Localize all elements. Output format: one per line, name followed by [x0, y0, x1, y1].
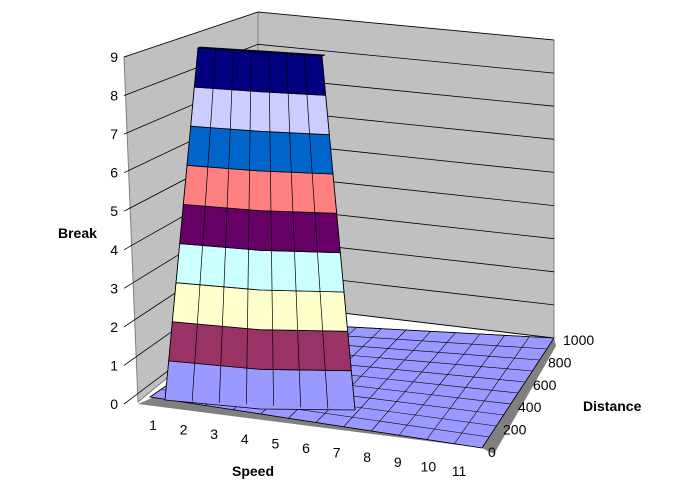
distance-tick-label: 1000	[563, 332, 594, 348]
distance-tick-label: 400	[518, 399, 542, 415]
wall-gridline	[123, 11, 555, 58]
distance-tick-label: 200	[503, 422, 527, 438]
break-tick-label: 6	[110, 165, 118, 181]
speed-axis-ticks: 1 2 3 4 5 6 7 8 9 10 11	[149, 417, 466, 479]
surface-gridline	[191, 49, 217, 402]
speed-tick-label: 4	[241, 431, 249, 447]
floor-gridline	[149, 396, 483, 449]
break-tick-label: 3	[110, 280, 118, 296]
surface-gridline	[218, 50, 234, 403]
speed-tick-label: 6	[302, 440, 310, 456]
break-tick-label: 7	[110, 126, 118, 142]
distance-axis-title: Distance	[583, 398, 642, 414]
break-tick-label: 1	[110, 357, 118, 373]
surface-gridline	[268, 52, 274, 406]
break-axis-ticks: 0 1 2 3 4 5 6 7 8 9	[110, 49, 118, 412]
surface-gridline	[303, 54, 329, 409]
speed-tick-label: 5	[272, 435, 280, 451]
distance-tick-label: 800	[548, 354, 572, 370]
break-tick-label: 2	[110, 319, 118, 335]
surface-gridline	[321, 55, 356, 411]
surface-top	[196, 46, 326, 57]
break-tick-label: 9	[110, 49, 118, 65]
wall-gridline	[123, 43, 555, 96]
speed-tick-label: 11	[452, 463, 467, 479]
break-tick-label: 0	[110, 396, 118, 412]
distance-tick-label: 0	[488, 444, 496, 460]
speed-tick-label: 7	[333, 445, 341, 461]
data-surface	[164, 46, 356, 411]
break-tick-label: 8	[110, 88, 118, 104]
distance-axis-ticks: 0 200 400 600 800 1000	[488, 332, 594, 460]
speed-tick-label: 10	[421, 458, 437, 474]
break-axis-title: Break	[58, 225, 97, 241]
speed-tick-label: 1	[149, 417, 157, 433]
break-tick-label: 4	[110, 242, 118, 258]
surface-gridline	[164, 47, 199, 401]
speed-tick-label: 3	[210, 426, 218, 442]
break-tick-label: 5	[110, 203, 118, 219]
speed-tick-label: 8	[363, 449, 371, 465]
speed-axis-title: Speed	[232, 463, 274, 479]
speed-tick-label: 2	[180, 422, 188, 438]
distance-tick-label: 600	[533, 377, 557, 393]
speed-tick-label: 9	[394, 454, 402, 470]
surface-gridline	[246, 51, 252, 405]
surface-gridline	[286, 53, 302, 408]
